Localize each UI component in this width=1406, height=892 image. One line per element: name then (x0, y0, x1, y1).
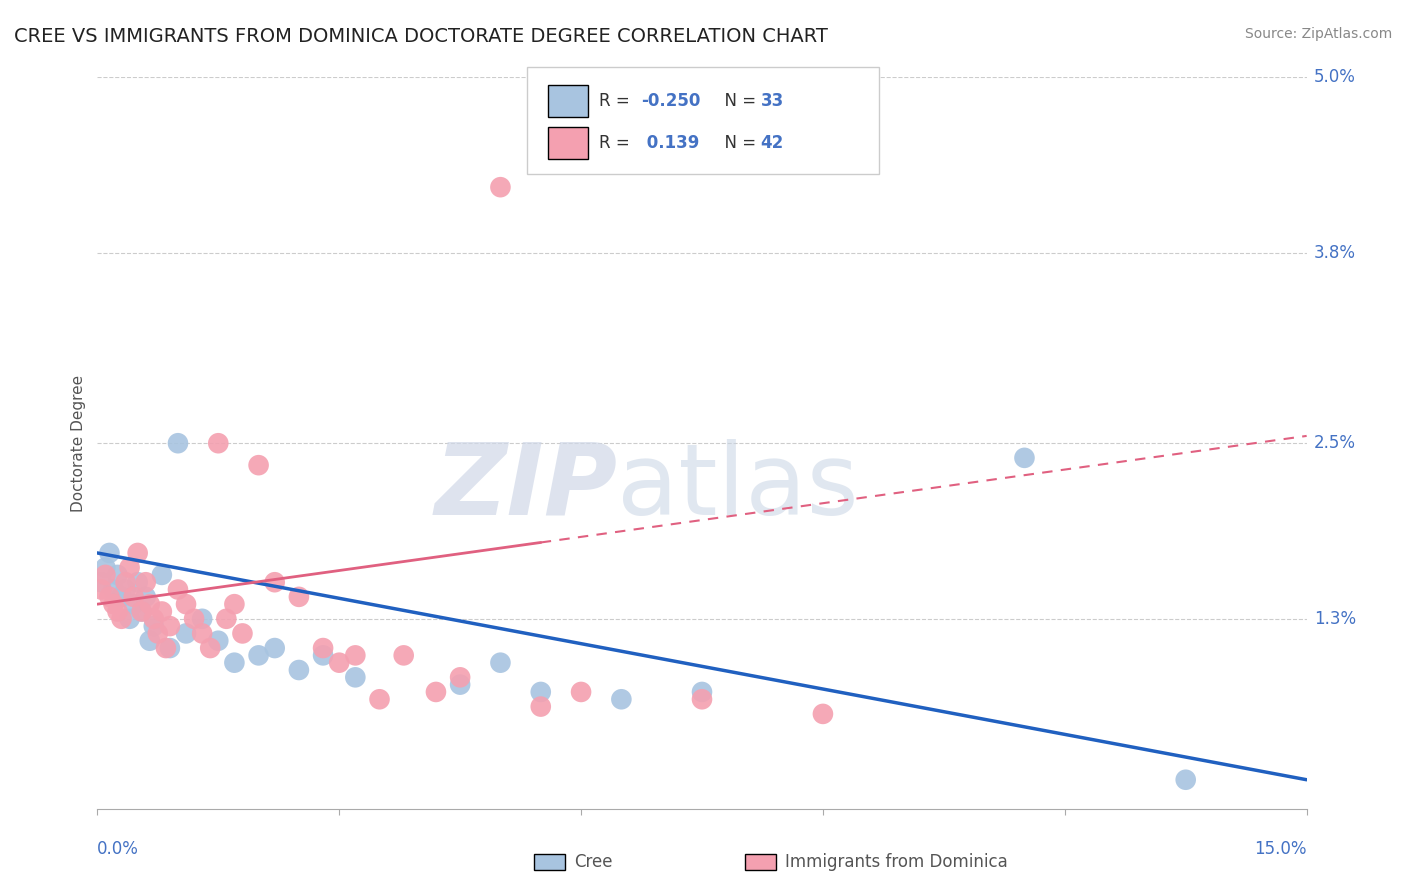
Text: R =: R = (599, 134, 636, 152)
Point (127, 575, 149, 590)
Point (167, 436, 190, 450)
Point (159, 641, 181, 656)
Point (263, 641, 285, 656)
Point (690, 692, 713, 706)
Point (103, 582, 125, 597)
Text: 42: 42 (761, 134, 785, 152)
Point (288, 590, 311, 604)
Point (118, 612, 141, 626)
Text: atlas: atlas (617, 439, 859, 535)
Point (127, 546, 149, 560)
Point (489, 656, 512, 670)
Point (207, 436, 229, 450)
Point (200, 641, 222, 656)
Point (449, 670, 471, 684)
Point (811, 706, 834, 721)
Point (1014, 450, 1036, 465)
Point (224, 656, 246, 670)
Point (146, 626, 169, 640)
Point (247, 648, 270, 663)
Point (90, 582, 112, 597)
Point (131, 605, 153, 619)
Point (530, 685, 553, 699)
Point (231, 626, 253, 640)
Point (94, 560, 117, 574)
Point (312, 641, 335, 656)
Point (224, 597, 246, 611)
Text: Immigrants from Dominica: Immigrants from Dominica (785, 853, 1007, 871)
Point (610, 692, 633, 706)
Point (191, 626, 214, 640)
Point (155, 641, 177, 656)
Y-axis label: Doctorate Degree: Doctorate Degree (72, 375, 86, 512)
Point (183, 612, 205, 626)
Point (159, 619, 181, 633)
Point (103, 597, 125, 611)
Text: 15.0%: 15.0% (1254, 840, 1306, 858)
Point (174, 597, 197, 611)
Point (118, 560, 141, 574)
Point (98, 590, 121, 604)
Point (174, 626, 197, 640)
Point (114, 582, 136, 597)
Point (142, 612, 165, 626)
Text: R =: R = (599, 92, 636, 110)
Point (139, 597, 162, 611)
Text: Source: ZipAtlas.com: Source: ZipAtlas.com (1244, 27, 1392, 41)
Point (122, 597, 145, 611)
Point (139, 633, 162, 648)
Point (191, 612, 214, 626)
Point (107, 568, 129, 582)
Point (569, 685, 592, 699)
Point (207, 633, 229, 648)
Point (247, 458, 270, 472)
Point (215, 612, 238, 626)
Text: 3.8%: 3.8% (1313, 244, 1355, 262)
Point (489, 180, 512, 194)
Text: 0.139: 0.139 (641, 134, 700, 152)
Point (110, 612, 132, 626)
Point (263, 575, 285, 590)
Point (142, 619, 165, 633)
Point (328, 656, 350, 670)
Text: 2.5%: 2.5% (1313, 434, 1355, 452)
Text: ZIP: ZIP (434, 439, 617, 535)
Text: CREE VS IMMIGRANTS FROM DOMINICA DOCTORATE DEGREE CORRELATION CHART: CREE VS IMMIGRANTS FROM DOMINICA DOCTORA… (14, 27, 828, 45)
Point (122, 590, 145, 604)
Point (150, 568, 173, 582)
Point (94, 568, 117, 582)
Text: 5.0%: 5.0% (1313, 69, 1355, 87)
Point (449, 678, 471, 692)
Text: Cree: Cree (574, 853, 612, 871)
Text: -0.250: -0.250 (641, 92, 700, 110)
Point (110, 590, 132, 604)
Point (425, 685, 447, 699)
Point (368, 692, 391, 706)
Text: 1.3%: 1.3% (1313, 610, 1355, 628)
Point (392, 648, 415, 663)
Point (344, 648, 367, 663)
Point (135, 590, 157, 604)
Text: N =: N = (714, 92, 762, 110)
Point (1174, 772, 1197, 787)
Point (288, 663, 311, 677)
Point (107, 605, 129, 619)
Point (150, 605, 173, 619)
Point (344, 670, 367, 684)
Point (131, 605, 153, 619)
Text: 33: 33 (761, 92, 785, 110)
Point (690, 685, 713, 699)
Point (90, 575, 112, 590)
Point (167, 582, 190, 597)
Point (114, 575, 136, 590)
Text: 0.0%: 0.0% (97, 840, 139, 858)
Text: N =: N = (714, 134, 762, 152)
Point (530, 699, 553, 714)
Point (312, 648, 335, 663)
Point (135, 575, 157, 590)
Point (98, 546, 121, 560)
